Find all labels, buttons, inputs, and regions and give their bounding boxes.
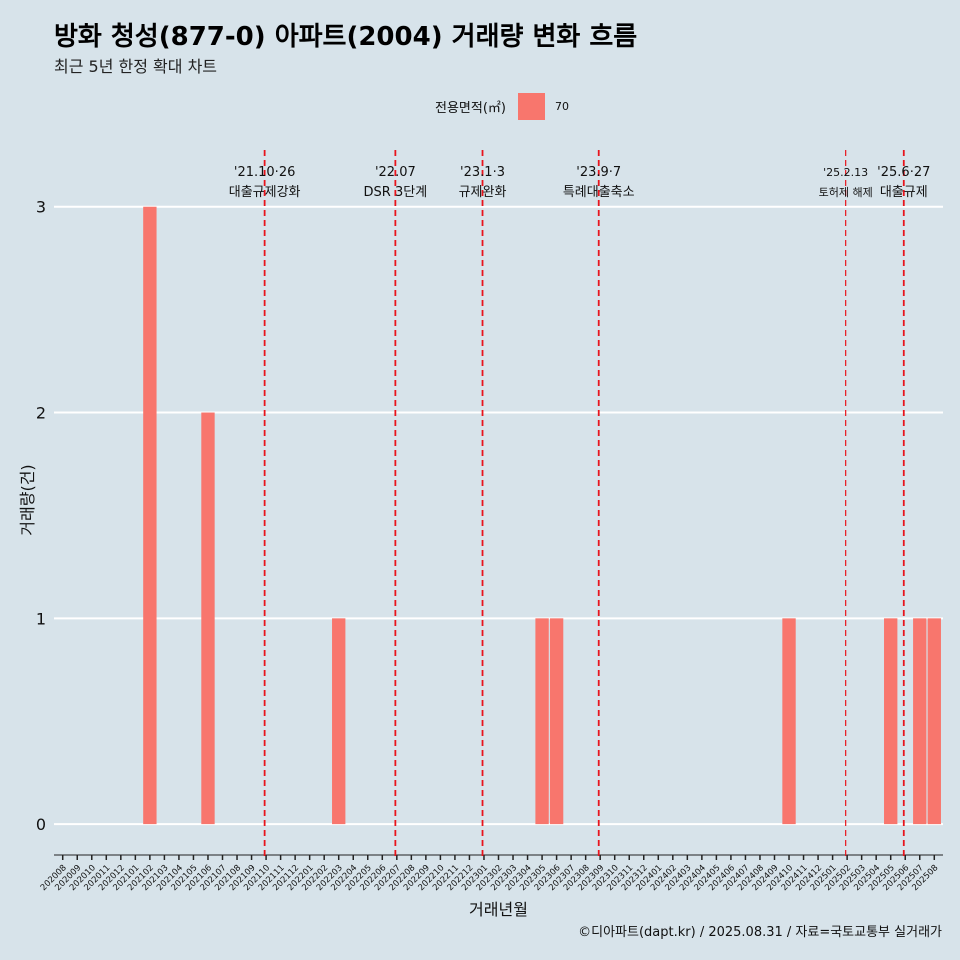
bar-202507	[913, 618, 927, 825]
event-description-label: 규제완화	[459, 185, 507, 200]
event-date-label: '23.1·3	[460, 165, 505, 180]
bar-202410	[782, 618, 796, 825]
bar-202203	[332, 618, 346, 825]
event-description-label: 대출규제	[880, 185, 928, 200]
y-tick-label: 2	[36, 404, 46, 423]
x-axis-title: 거래년월	[469, 900, 528, 919]
bar-202106	[201, 412, 215, 825]
event-description-label: 특례대출축소	[563, 185, 635, 200]
chart-subtitle: 최근 5년 한정 확대 차트	[54, 57, 218, 76]
source-caption: ©디아파트(dapt.kr) / 2025.08.31 / 자료=국토교통부 실…	[578, 925, 942, 940]
legend-label-70: 70	[554, 100, 569, 113]
chart-title: 방화 청성(877-0) 아파트(2004) 거래량 변화 흐름	[54, 22, 638, 52]
event-date-label: '25.2.13	[823, 166, 868, 179]
y-axis-title: 거래량(건)	[18, 464, 37, 535]
bar-202306	[549, 618, 564, 825]
event-date-label: '21.10·26	[234, 165, 295, 180]
event-date-label: '22.07	[375, 165, 416, 180]
event-description-label: 대출규제강화	[229, 185, 301, 200]
y-tick-label: 1	[36, 609, 46, 628]
y-tick-label: 0	[36, 815, 46, 834]
event-date-label: '23.9·7	[576, 165, 621, 180]
bar-202508	[927, 618, 941, 825]
legend: 전용면적(㎡) 70	[0, 93, 960, 120]
y-tick-label: 3	[36, 198, 46, 217]
legend-title: 전용면적(㎡)	[435, 101, 506, 116]
legend-key-70	[517, 93, 545, 120]
event-description-label: DSR 3단계	[364, 185, 428, 200]
bar-202305	[535, 618, 549, 825]
event-description-label: 토허제 해제	[819, 185, 873, 199]
bar-202102	[143, 206, 157, 825]
bar-202505	[884, 618, 898, 825]
event-date-label: '25.6·27	[877, 165, 930, 180]
